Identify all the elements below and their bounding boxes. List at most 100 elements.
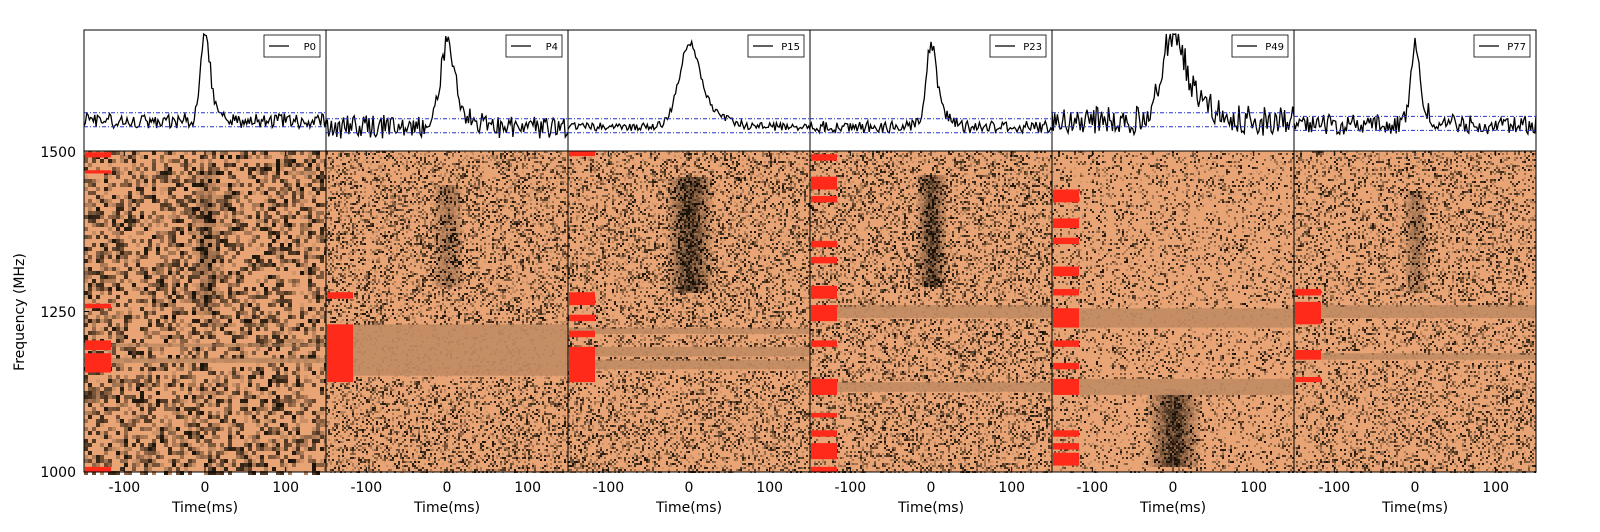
spectrum-P23 — [810, 151, 1052, 473]
x-tick-P23-0: 0 — [927, 480, 936, 496]
x-tick-P77-100: 100 — [1482, 480, 1509, 496]
mask-block-P15-2 — [569, 314, 595, 322]
mask-block-P23-7 — [811, 340, 837, 347]
mask-block-P23-1 — [811, 176, 837, 190]
x-tick-P15--100: -100 — [592, 480, 624, 496]
x-axis-label-P49: Time(ms) — [1139, 500, 1206, 516]
mask-block-P77-0 — [1295, 289, 1321, 296]
profile-line-P77 — [1293, 37, 1537, 136]
mask-block-P0-0 — [85, 152, 111, 158]
mask-block-P49-0 — [1053, 189, 1079, 203]
mask-block-P49-5 — [1053, 308, 1079, 328]
legend-P15: P15 — [747, 34, 805, 58]
mask-block-P49-6 — [1053, 340, 1079, 347]
x-tick-P4--100: -100 — [350, 480, 382, 496]
x-axis-label-P23: Time(ms) — [897, 500, 964, 516]
x-tick-P15-0: 0 — [685, 480, 694, 496]
spectrum-P49 — [1052, 151, 1294, 473]
spectrum-P15 — [568, 151, 810, 473]
x-tick-P49-0: 0 — [1169, 480, 1178, 496]
mask-block-P77-3 — [1295, 376, 1321, 383]
x-tick-P4-0: 0 — [443, 480, 452, 496]
legend-P0: P0 — [263, 34, 321, 58]
x-tick-P4-100: 100 — [514, 480, 541, 496]
legend-P77: P77 — [1473, 34, 1531, 58]
mask-block-P23-12 — [811, 466, 837, 472]
mask-block-P23-3 — [811, 240, 837, 248]
profile-line-P23 — [809, 41, 1053, 135]
legend-label-P15: P15 — [781, 42, 800, 53]
mask-block-P0-5 — [85, 466, 111, 472]
panel-P77: P77 -100 0 100 Time(ms) — [1293, 29, 1537, 516]
mask-block-P49-1 — [1053, 218, 1079, 229]
mask-block-P49-7 — [1053, 362, 1079, 370]
mask-block-P4-1 — [327, 324, 353, 383]
mask-block-P23-0 — [811, 154, 837, 161]
legend-label-P23: P23 — [1023, 42, 1042, 53]
y-tick-1000: 1000 — [40, 465, 76, 481]
legend-label-P49: P49 — [1265, 42, 1284, 53]
mask-block-P23-9 — [811, 412, 837, 418]
mask-block-P0-1 — [85, 170, 111, 174]
mask-block-P0-3 — [85, 340, 111, 351]
panel-P4: P4 -100 0 100 Time(ms) — [325, 29, 569, 516]
legend-label-P77: P77 — [1507, 42, 1526, 53]
mask-block-P0-2 — [85, 303, 111, 309]
mask-block-P49-11 — [1053, 452, 1079, 466]
legend-P23: P23 — [989, 34, 1047, 58]
panel-P0: P0 -100 0 100 Time(ms) — [83, 29, 328, 516]
y-tick-1500: 1500 — [40, 145, 76, 161]
mask-block-P49-2 — [1053, 237, 1079, 245]
profile-line-P0 — [83, 32, 327, 131]
profile-line-P4 — [325, 36, 569, 140]
mask-block-P4-0 — [327, 292, 353, 299]
x-tick-P0-100: 100 — [272, 480, 299, 496]
y-axis-label: Frequency (MHz) — [12, 253, 28, 371]
x-axis-label-P0: Time(ms) — [171, 500, 238, 516]
x-tick-P0--100: -100 — [108, 480, 140, 496]
mask-block-P23-8 — [811, 378, 837, 395]
x-axis-label-P77: Time(ms) — [1381, 500, 1448, 516]
mask-block-P23-4 — [811, 256, 837, 264]
x-tick-P23-100: 100 — [998, 480, 1025, 496]
spectrum-P77 — [1294, 151, 1536, 473]
x-axis-label-P15: Time(ms) — [655, 500, 722, 516]
panel-P23: P23 -100 0 100 Time(ms) — [809, 29, 1053, 516]
x-tick-P49-100: 100 — [1240, 480, 1267, 496]
mask-block-P23-11 — [811, 443, 837, 460]
mask-block-P77-2 — [1295, 350, 1321, 360]
mask-block-P23-10 — [811, 430, 837, 437]
x-axis-label-P4: Time(ms) — [413, 500, 480, 516]
mask-block-P15-4 — [569, 346, 595, 383]
mask-block-P23-2 — [811, 195, 837, 203]
profile-line-P15 — [567, 38, 811, 132]
legend-P4: P4 — [505, 34, 563, 58]
legend-label-P4: P4 — [546, 42, 558, 53]
y-tick-1250: 1250 — [40, 305, 76, 321]
legend-P49: P49 — [1231, 34, 1289, 58]
x-tick-P23--100: -100 — [834, 480, 866, 496]
mask-block-P77-1 — [1295, 301, 1321, 325]
mask-block-P49-10 — [1053, 443, 1079, 450]
mask-block-P49-3 — [1053, 266, 1079, 277]
x-tick-P77--100: -100 — [1318, 480, 1350, 496]
mask-block-P15-1 — [569, 292, 595, 306]
spectrum-P0 — [84, 151, 328, 475]
x-tick-P77-0: 0 — [1411, 480, 1420, 496]
mask-block-P49-4 — [1053, 289, 1079, 296]
panel-P15: P15 -100 0 100 Time(ms) — [567, 29, 811, 516]
profile-line-P49 — [1051, 33, 1295, 137]
mask-block-P15-0 — [569, 151, 595, 157]
x-tick-P0-0: 0 — [201, 480, 210, 496]
mask-block-P0-4 — [85, 353, 111, 373]
x-tick-P15-100: 100 — [756, 480, 783, 496]
panel-P49: P49 -100 0 100 Time(ms) — [1051, 29, 1295, 516]
mask-block-P23-5 — [811, 285, 837, 299]
mask-block-P15-3 — [569, 330, 595, 338]
x-tick-P49--100: -100 — [1076, 480, 1108, 496]
mask-block-P49-8 — [1053, 378, 1079, 395]
mask-block-P49-9 — [1053, 430, 1079, 437]
spectrum-P4 — [326, 151, 568, 473]
legend-label-P0: P0 — [304, 42, 316, 53]
